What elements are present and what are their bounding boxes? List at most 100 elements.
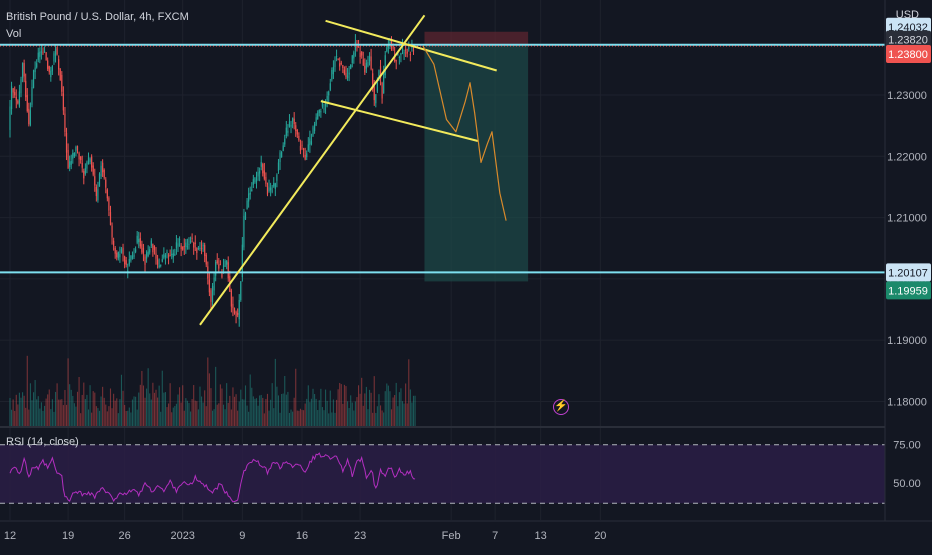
candle-body bbox=[273, 182, 275, 187]
volume-bar bbox=[54, 391, 57, 426]
candle-body bbox=[318, 109, 320, 113]
volume-bar bbox=[281, 394, 283, 426]
candle-body bbox=[117, 252, 119, 259]
volume-bar bbox=[342, 403, 344, 426]
volume-bar bbox=[331, 412, 333, 426]
volume-bar bbox=[292, 411, 294, 426]
candle-body bbox=[375, 94, 377, 104]
candle-body bbox=[177, 243, 179, 247]
candle-body bbox=[61, 74, 63, 92]
candle-body bbox=[15, 96, 17, 101]
candle-body bbox=[197, 248, 199, 250]
candle-body bbox=[265, 176, 267, 184]
volume-bar bbox=[62, 405, 64, 426]
candle-body bbox=[260, 162, 262, 167]
time-axis-tick-label: 23 bbox=[354, 530, 366, 542]
candle-body bbox=[160, 264, 162, 266]
candle-body bbox=[405, 49, 407, 51]
volume-indicator-label[interactable]: Vol bbox=[6, 28, 22, 40]
volume-bar bbox=[375, 412, 377, 426]
volume-bar bbox=[221, 388, 223, 426]
price-axis-label-badge bbox=[886, 281, 931, 300]
candle-body bbox=[218, 264, 220, 269]
volume-bar bbox=[409, 389, 411, 426]
candle-body bbox=[119, 253, 121, 258]
volume-bar bbox=[288, 412, 291, 426]
volume-bar bbox=[69, 384, 71, 426]
candle-body bbox=[368, 56, 371, 62]
candle-body bbox=[263, 170, 265, 179]
candle-body bbox=[138, 239, 140, 243]
candle-body bbox=[384, 55, 386, 76]
candle-body bbox=[240, 281, 242, 301]
volume-bar bbox=[11, 409, 13, 426]
volume-bar bbox=[392, 397, 394, 426]
volume-bar bbox=[301, 409, 303, 426]
volume-bar bbox=[244, 385, 247, 426]
volume-bar bbox=[188, 402, 190, 426]
candle-body bbox=[37, 52, 39, 60]
candle-body bbox=[251, 189, 253, 192]
volume-bar bbox=[233, 396, 236, 426]
candle-body bbox=[153, 245, 156, 250]
candle-body bbox=[204, 245, 206, 256]
volume-bar bbox=[395, 382, 397, 426]
candle-body bbox=[401, 46, 404, 51]
candle-body bbox=[108, 197, 110, 211]
volume-bar bbox=[306, 398, 308, 426]
volume-bar bbox=[230, 409, 232, 426]
candle-body bbox=[128, 259, 130, 265]
volume-bar bbox=[149, 393, 151, 426]
candle-body bbox=[45, 52, 47, 61]
candle-body bbox=[216, 260, 218, 264]
volume-bar bbox=[408, 359, 410, 426]
candle-body bbox=[200, 247, 203, 249]
volume-bar bbox=[348, 408, 350, 426]
candle-body bbox=[259, 170, 261, 174]
candle-body bbox=[139, 238, 141, 247]
volume-bar bbox=[339, 382, 341, 426]
rsi-indicator-label[interactable]: RSI (14, close) bbox=[6, 436, 79, 448]
volume-bar bbox=[414, 395, 416, 426]
candle-body bbox=[281, 151, 283, 158]
candle-body bbox=[381, 82, 383, 99]
candle-body bbox=[23, 63, 25, 77]
candle-body bbox=[224, 260, 226, 267]
volume-bar bbox=[368, 389, 371, 426]
volume-bar bbox=[378, 394, 380, 426]
candle-body bbox=[73, 152, 75, 157]
volume-bar bbox=[263, 413, 265, 426]
symbol-title[interactable]: British Pound / U.S. Dollar, 4h, FXCM bbox=[6, 11, 189, 23]
volume-bar bbox=[14, 410, 16, 426]
candle-body bbox=[343, 69, 346, 74]
volume-bar bbox=[76, 391, 79, 426]
candle-body bbox=[39, 51, 41, 57]
rsi-axis-tick-label: 50.00 bbox=[893, 478, 921, 490]
volume-bar bbox=[120, 374, 123, 426]
volume-bar bbox=[202, 402, 204, 426]
candle-body bbox=[271, 190, 273, 192]
volume-bar bbox=[25, 407, 27, 426]
candle-body bbox=[241, 244, 243, 278]
candle-body bbox=[373, 86, 375, 101]
candle-body bbox=[75, 146, 77, 152]
volume-bar bbox=[412, 395, 415, 426]
candle-body bbox=[185, 242, 187, 247]
candle-body bbox=[326, 96, 328, 101]
volume-bar bbox=[336, 399, 338, 426]
candle-body bbox=[163, 253, 165, 258]
candle-body bbox=[304, 154, 306, 160]
candle-body bbox=[105, 179, 107, 188]
volume-bar bbox=[303, 410, 305, 426]
volume-bar bbox=[109, 388, 112, 426]
lightning-bolt-icon[interactable]: ⚡ bbox=[553, 399, 569, 415]
candle-body bbox=[182, 246, 184, 250]
candle-body bbox=[122, 247, 124, 255]
candle-body bbox=[323, 108, 325, 110]
candle-body bbox=[59, 69, 61, 81]
volume-bar bbox=[163, 392, 165, 426]
candle-body bbox=[353, 52, 355, 59]
volume-bar bbox=[45, 398, 47, 426]
